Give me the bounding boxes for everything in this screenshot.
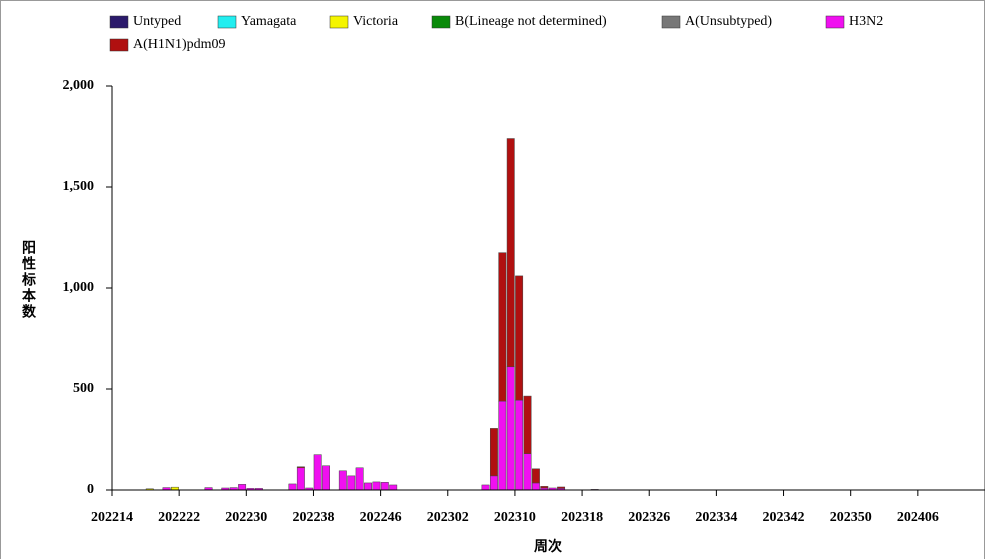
legend-swatch [825,15,845,29]
y-tick-label: 1,500 [63,179,95,194]
x-tick-label: 202222 [158,510,200,525]
bar-segment [489,428,498,477]
y-tick-label: 500 [73,381,94,396]
bar-segment [355,467,364,491]
legend-swatch [217,15,237,29]
legend-swatch [329,15,349,29]
bar-segment [506,138,515,368]
legend-swatch [109,15,129,29]
legend-label: Untyped [133,14,181,29]
bar-segment [515,275,524,401]
bar-segment [523,395,532,454]
bar-segment [498,400,507,491]
bar-segment [322,465,331,491]
x-tick-label: 202302 [427,510,469,525]
bar-segment [364,482,372,491]
x-tick-label: 202406 [897,510,939,525]
legend-label: Victoria [353,14,399,29]
bar-segment [498,252,507,402]
x-tick-label: 202342 [763,510,805,525]
bar-segment [515,399,524,491]
bar-segment [557,486,566,489]
x-tick-label: 202214 [91,510,133,525]
bar-segment [347,475,356,491]
x-tick-label: 202246 [360,510,402,525]
bar-segment [288,483,297,491]
bar-segment [380,482,389,491]
y-axis-title: 阳性标本数 [20,240,37,320]
bar-segment [531,482,540,491]
x-tick-label: 202350 [830,510,872,525]
bar-segment [531,468,540,484]
legend-label: B(Lineage not determined) [455,14,607,29]
x-tick-label: 202310 [494,510,536,525]
x-tick-label: 202230 [225,510,267,525]
bar-segment [389,484,398,491]
y-tick-label: 1,000 [63,280,95,295]
bar-segment [540,486,549,489]
x-axis-title: 周次 [534,538,562,555]
bar-segment [238,484,247,491]
x-tick-label: 202334 [695,510,737,525]
legend-swatch [109,38,129,52]
bar-segment [313,454,322,491]
legend-swatch [661,15,681,29]
bar-segment [296,466,305,469]
y-tick-label: 0 [87,482,94,497]
legend-swatch [431,15,451,29]
legend-label: H3N2 [849,14,883,29]
y-tick-label: 2,000 [63,78,95,93]
legend-label: Yamagata [241,14,297,29]
bar-segment [481,484,490,491]
x-tick-label: 202326 [628,510,670,525]
legend-label: A(Unsubtyped) [685,14,772,29]
bar-segment [523,453,532,491]
bar-segment [372,481,381,491]
legend-label: A(H1N1)pdm09 [133,37,226,52]
bar-segment [506,366,515,491]
x-tick-label: 202238 [292,510,334,525]
x-tick-label: 202318 [561,510,603,525]
bar-segment [489,475,498,491]
bar-segment [296,467,305,491]
bar-segment [338,470,347,491]
